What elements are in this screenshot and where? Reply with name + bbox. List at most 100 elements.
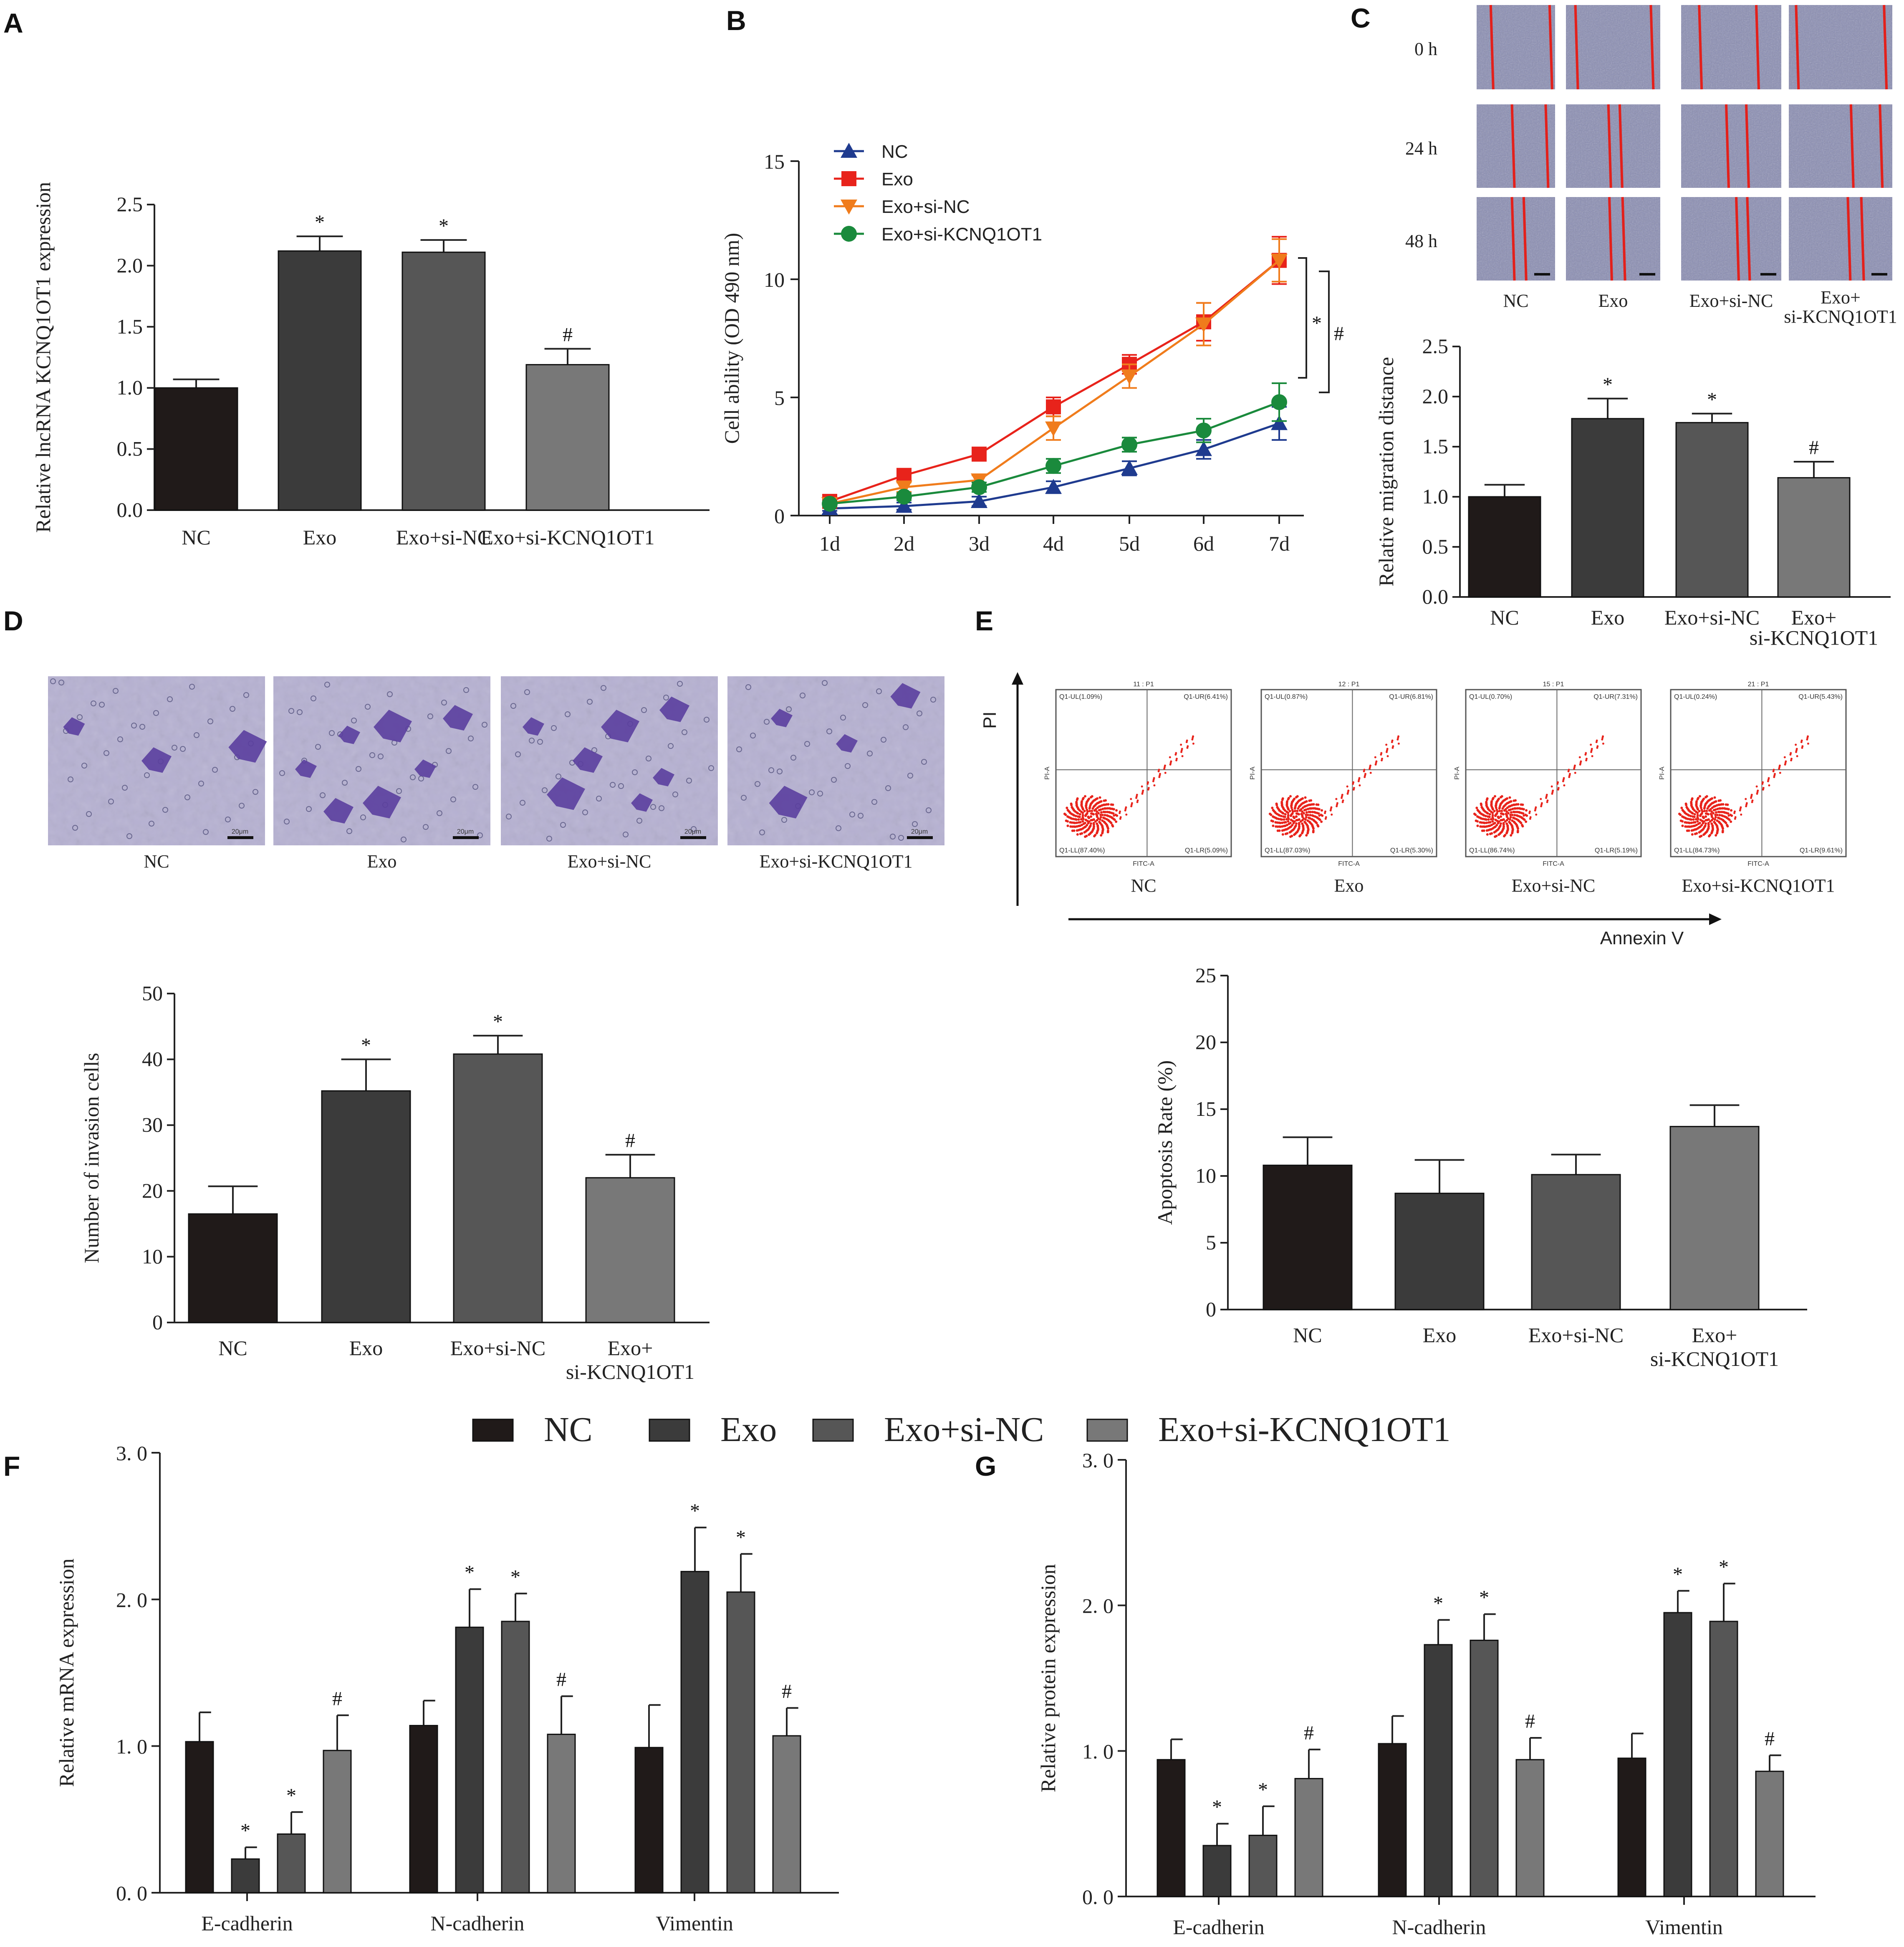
event-dot: [1502, 828, 1505, 831]
event-dot: [1723, 811, 1726, 814]
event-dot: [1705, 822, 1707, 825]
quadrant-ll: Q1-LL(84.73%): [1674, 847, 1720, 854]
event-dot: [1556, 783, 1559, 785]
event-dot: [1712, 802, 1715, 804]
event-dot: [1307, 807, 1310, 810]
event-dot: [1135, 796, 1138, 799]
event-dot: [1291, 829, 1294, 832]
event-dot: [1104, 821, 1106, 824]
membrane-pore: [582, 809, 588, 815]
scale-label: 20μm: [457, 828, 474, 835]
event-dot: [1287, 798, 1290, 801]
event-dot: [1716, 807, 1719, 810]
significance-mark: *: [1707, 389, 1717, 411]
x-tick-label: 1d: [819, 532, 840, 555]
event-dot: [1498, 825, 1501, 828]
event-dot: [1722, 814, 1725, 817]
stained-cell: [547, 777, 585, 810]
event-dot: [1341, 801, 1344, 803]
event-dot: [1277, 813, 1280, 816]
membrane-pore: [849, 812, 855, 817]
panel-label-b: B: [726, 5, 746, 36]
membrane-pore: [198, 781, 204, 786]
event-dot: [1500, 802, 1503, 804]
event-dot: [1106, 807, 1109, 810]
event-dot: [1513, 803, 1516, 806]
event-dot: [1094, 820, 1097, 823]
time-label: 48 h: [1405, 231, 1437, 251]
event-dot: [1288, 826, 1291, 829]
event-dot: [1733, 812, 1736, 814]
membrane-pore: [58, 680, 64, 685]
event-dot: [1718, 811, 1721, 814]
data-point: [1196, 422, 1212, 439]
event-dot: [1529, 817, 1531, 820]
image-label: Exo+: [1821, 287, 1861, 308]
event-dot: [1515, 824, 1518, 827]
bar-exo: [1424, 1644, 1453, 1897]
chart-a: 0.0 0.5 1.0 1.5 2.0 2.5 Relative lncRNA KCNQ1O…: [31, 182, 710, 549]
membrane-pore: [903, 724, 909, 730]
event-dot: [1498, 806, 1501, 809]
membrane-pore: [149, 821, 154, 827]
bar-exo: [1394, 1193, 1485, 1310]
event-dot: [1590, 751, 1592, 753]
event-dot: [1699, 807, 1702, 809]
membrane-pore: [736, 746, 742, 752]
stained-cell: [771, 708, 793, 728]
membrane-pore: [836, 825, 841, 831]
event-dot: [1534, 809, 1536, 812]
event-dot: [1169, 763, 1172, 766]
y-tick-label: 0. 0: [1082, 1885, 1114, 1909]
bar-exo: [231, 1858, 260, 1894]
y-tick-label: 10: [764, 268, 785, 291]
membrane-pore: [800, 693, 806, 698]
event-dot: [1550, 785, 1553, 788]
significance-mark: *: [690, 1500, 700, 1522]
event-dot: [1711, 806, 1714, 809]
y-tick-label: 20: [142, 1179, 163, 1202]
event-dot: [1085, 807, 1088, 809]
event-dot: [1485, 803, 1488, 806]
event-dot: [1488, 813, 1491, 816]
event-dot: [1287, 820, 1290, 823]
event-dot: [1292, 815, 1295, 818]
membrane-pore: [890, 834, 896, 839]
event-dot: [1726, 824, 1729, 827]
event-dot: [1081, 832, 1083, 835]
event-dot: [1693, 813, 1696, 816]
event-dot: [1730, 809, 1733, 812]
event-dot: [1714, 808, 1717, 811]
event-dot: [1086, 812, 1088, 815]
event-dot: [1309, 811, 1312, 814]
event-dot: [1341, 796, 1343, 799]
wound-edge-line: [1510, 197, 1516, 281]
event-dot: [1125, 813, 1128, 816]
y-tick-label: 25: [1195, 963, 1216, 987]
event-dot: [1495, 812, 1498, 815]
y-tick-label: 2. 0: [116, 1588, 147, 1611]
event-dot: [1545, 796, 1548, 799]
event-dot: [1097, 802, 1100, 804]
membrane-pore: [243, 692, 249, 698]
stained-cell: [363, 786, 401, 819]
membrane-pore: [677, 681, 683, 687]
image-label: Exo: [367, 851, 397, 872]
event-dot: [1500, 822, 1502, 825]
event-dot: [1346, 785, 1348, 788]
membrane-pore: [126, 833, 132, 839]
quadrant-lr: Q1-LR(9.61%): [1800, 847, 1843, 854]
event-dot: [1304, 822, 1307, 824]
membrane-pore: [646, 756, 652, 761]
event-dot: [1505, 822, 1508, 825]
membrane-pore: [356, 766, 361, 772]
event-dot: [1141, 785, 1143, 788]
event-dot: [1087, 822, 1090, 825]
membrane-pore: [921, 759, 927, 765]
chart-e: 0 5 10 15 20 25 Apoptosis Rate (%) NC Exo Exo+si-…: [1153, 963, 1807, 1370]
event-dot: [1474, 813, 1477, 816]
quadrant-ur: Q1-UR(7.31%): [1593, 693, 1638, 700]
wound-edge-line: [1849, 104, 1855, 188]
bar-exo: [321, 1090, 411, 1323]
quadrant-ul: Q1-UL(0.24%): [1674, 693, 1717, 700]
